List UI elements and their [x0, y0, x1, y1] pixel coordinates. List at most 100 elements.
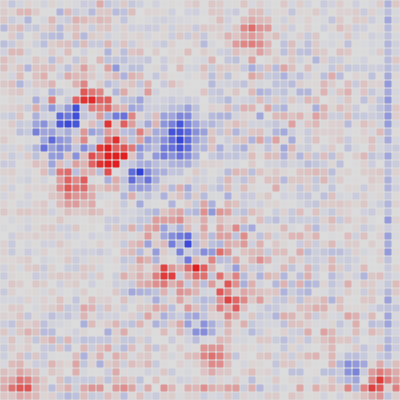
heatmap-cell	[305, 393, 312, 400]
heatmap-cell	[353, 113, 360, 120]
heatmap-cell	[97, 353, 104, 360]
heatmap-cell	[105, 225, 112, 232]
heatmap-cell	[65, 65, 72, 72]
heatmap-cell	[297, 201, 304, 208]
heatmap-cell	[209, 145, 216, 152]
heatmap-cell	[73, 369, 80, 376]
heatmap-cell	[233, 1, 240, 8]
heatmap-cell	[145, 137, 152, 144]
heatmap-cell	[185, 73, 192, 80]
heatmap-cell	[265, 393, 272, 400]
heatmap-cell	[73, 89, 80, 96]
heatmap-cell	[25, 273, 32, 280]
heatmap-cell	[337, 265, 344, 272]
heatmap-cell	[137, 337, 144, 344]
heatmap-cell	[89, 9, 96, 16]
heatmap-cell	[377, 17, 384, 24]
heatmap-cell	[369, 321, 376, 328]
heatmap-cell	[249, 89, 256, 96]
heatmap-cell	[225, 209, 232, 216]
heatmap-cell	[385, 313, 392, 320]
heatmap-cell	[57, 329, 64, 336]
heatmap-cell	[385, 73, 392, 80]
heatmap-cell	[1, 241, 8, 248]
heatmap-cell	[153, 17, 160, 24]
heatmap-cell	[209, 233, 216, 240]
heatmap-cell	[145, 97, 152, 104]
heatmap-cell	[1, 113, 8, 120]
heatmap-cell	[273, 73, 280, 80]
heatmap-cell	[57, 153, 64, 160]
heatmap-cell	[41, 89, 48, 96]
heatmap-cell	[321, 337, 328, 344]
heatmap-cell	[313, 25, 320, 32]
heatmap-cell	[369, 257, 376, 264]
heatmap-cell	[209, 313, 216, 320]
heatmap-cell	[161, 305, 168, 312]
heatmap-cell	[177, 97, 184, 104]
heatmap-cell	[337, 337, 344, 344]
heatmap-cell	[345, 265, 352, 272]
heatmap-cell	[233, 89, 240, 96]
heatmap-cell	[217, 89, 224, 96]
heatmap-cell	[65, 193, 72, 200]
heatmap-cell	[33, 185, 40, 192]
heatmap-cell	[289, 257, 296, 264]
heatmap-cell	[377, 89, 384, 96]
heatmap-cell	[361, 281, 368, 288]
heatmap-cell	[257, 329, 264, 336]
heatmap-cell	[129, 65, 136, 72]
heatmap-cell	[353, 313, 360, 320]
heatmap-cell	[297, 305, 304, 312]
heatmap-cell	[217, 185, 224, 192]
heatmap-cell	[9, 265, 16, 272]
heatmap-cell	[305, 113, 312, 120]
heatmap-cell	[161, 329, 168, 336]
heatmap-cell	[201, 177, 208, 184]
heatmap-cell	[169, 153, 176, 160]
heatmap-cell	[241, 193, 248, 200]
heatmap-cell	[9, 81, 16, 88]
heatmap-cell	[361, 265, 368, 272]
heatmap-cell	[1, 65, 8, 72]
heatmap-cell	[257, 369, 264, 376]
heatmap-cell	[281, 265, 288, 272]
heatmap-cell	[129, 161, 136, 168]
heatmap-cell	[377, 217, 384, 224]
heatmap-cell	[121, 209, 128, 216]
heatmap-cell	[113, 113, 120, 120]
heatmap-cell	[217, 121, 224, 128]
heatmap-cell	[305, 89, 312, 96]
heatmap-cell	[201, 9, 208, 16]
heatmap-cell	[41, 297, 48, 304]
heatmap-cell	[121, 297, 128, 304]
heatmap-cell	[353, 361, 360, 368]
heatmap-cell	[369, 49, 376, 56]
heatmap-cell	[145, 321, 152, 328]
heatmap-cell	[329, 177, 336, 184]
heatmap-cell	[289, 25, 296, 32]
heatmap-cell	[273, 65, 280, 72]
heatmap-cell	[225, 393, 232, 400]
heatmap-cell	[41, 1, 48, 8]
heatmap-cell	[73, 385, 80, 392]
heatmap-cell	[193, 33, 200, 40]
heatmap-cell	[185, 249, 192, 256]
heatmap-cell	[153, 97, 160, 104]
heatmap-cell	[369, 217, 376, 224]
heatmap-cell	[289, 241, 296, 248]
heatmap-cell	[377, 225, 384, 232]
heatmap-cell	[9, 41, 16, 48]
heatmap-cell	[57, 273, 64, 280]
heatmap-cell	[17, 281, 24, 288]
heatmap-cell	[33, 305, 40, 312]
heatmap-cell	[9, 249, 16, 256]
heatmap-cell	[377, 369, 384, 376]
heatmap-cell	[177, 129, 184, 136]
heatmap-cell	[137, 345, 144, 352]
heatmap-cell	[41, 137, 48, 144]
heatmap-cell	[33, 377, 40, 384]
heatmap-cell	[49, 153, 56, 160]
heatmap-cell	[209, 249, 216, 256]
heatmap-cell	[281, 33, 288, 40]
